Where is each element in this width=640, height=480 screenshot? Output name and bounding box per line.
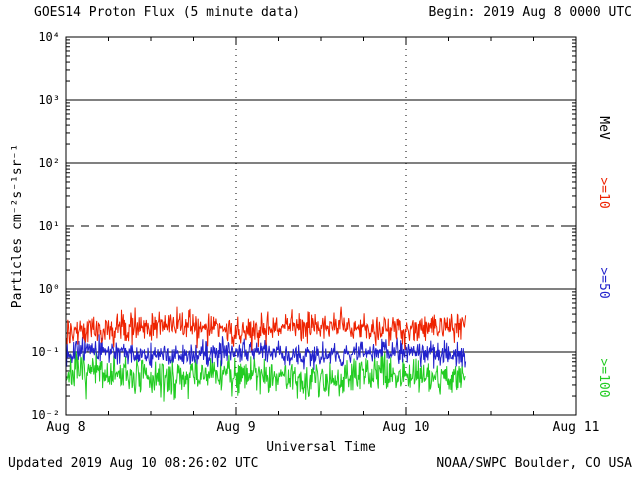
updated-timestamp: Updated 2019 Aug 10 08:26:02 UTC bbox=[8, 456, 259, 471]
chart-title: GOES14 Proton Flux (5 minute data) bbox=[34, 5, 301, 20]
y-tick-label: 10⁴ bbox=[38, 30, 60, 44]
y-tick-label: 10⁻¹ bbox=[31, 345, 60, 359]
credit-text: NOAA/SWPC Boulder, CO USA bbox=[436, 456, 632, 471]
x-tick-label: Aug 11 bbox=[552, 420, 600, 435]
y-tick-label: 10³ bbox=[38, 93, 60, 107]
right-axis-label: >=50 bbox=[596, 267, 611, 299]
series-line->=50 bbox=[65, 334, 467, 370]
y-tick-label: 10⁰ bbox=[38, 282, 60, 296]
begin-timestamp: Begin: 2019 Aug 8 0000 UTC bbox=[428, 5, 633, 20]
x-tick-label: Aug 8 bbox=[46, 420, 86, 435]
x-tick-label: Aug 10 bbox=[382, 420, 430, 435]
plot-frame bbox=[65, 36, 577, 416]
series-line->=100 bbox=[65, 348, 466, 402]
x-tick-label: Aug 9 bbox=[216, 420, 256, 435]
y-tick-label: 10¹ bbox=[38, 219, 60, 233]
y-tick-label: 10² bbox=[38, 156, 60, 170]
series-line->=10 bbox=[65, 306, 467, 351]
right-axis-label: >=10 bbox=[596, 177, 611, 209]
right-axis-label: >=100 bbox=[596, 358, 611, 398]
y-tick-label: 10⁻² bbox=[31, 408, 60, 422]
x-axis-label: Universal Time bbox=[266, 440, 376, 455]
